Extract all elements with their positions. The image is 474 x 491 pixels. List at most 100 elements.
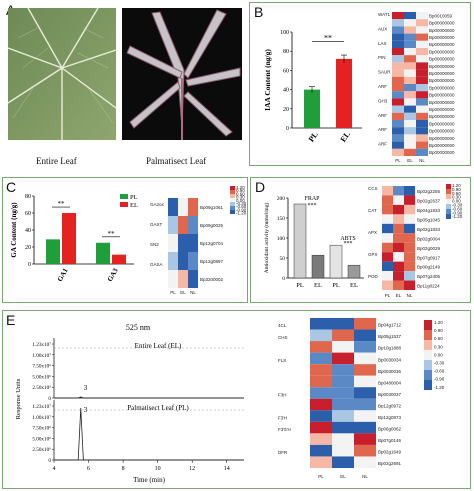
scale-label: 0.30 <box>236 195 245 200</box>
gene-family-label: GPX <box>368 252 378 257</box>
gene-id-label: Bp00000000 <box>429 114 455 119</box>
scale-label: -0.30 <box>434 361 445 366</box>
gene-id-label: Bp0030037 <box>378 392 402 397</box>
heatmap-cell <box>178 198 188 216</box>
heatmap-col-label: EL <box>396 293 402 298</box>
heatmap-cell <box>416 120 428 128</box>
heatmap-cell <box>392 76 404 84</box>
heatmap-cell <box>382 280 393 290</box>
y-tick-label: 100 <box>277 236 286 242</box>
heatmap-cell <box>392 48 404 56</box>
heatmap-cell <box>416 48 428 56</box>
gene-id-label: Bp07g0146 <box>378 438 402 443</box>
y-axis-label: GA Content (ng/g) <box>10 202 18 258</box>
gene-family-label: ARF <box>378 84 387 89</box>
heatmap-cell <box>404 261 415 272</box>
gene-family-label: POD <box>368 274 379 279</box>
significance-label: ** <box>324 34 332 43</box>
gene-id-label: Bp00000000 <box>429 57 455 62</box>
heatmap-col-label: PL <box>170 290 176 295</box>
gene-family-label: LAX <box>378 41 387 46</box>
heatmap-cell <box>393 261 404 272</box>
legend-label-pl: PL <box>130 194 138 201</box>
heatmap-cell <box>404 26 416 34</box>
gene-id-label: Bp00000000 <box>429 42 455 47</box>
heatmap-cell <box>393 214 404 224</box>
scale-swatch <box>230 210 235 214</box>
scale-swatch <box>424 380 432 390</box>
heatmap-cell <box>393 252 404 262</box>
heatmap-col-label: NL <box>419 158 425 163</box>
heatmap-cell <box>404 120 416 128</box>
gene-id-label: Bp12g0973 <box>378 415 402 420</box>
gene-id-label: Bp07g0917 <box>417 255 441 260</box>
gene-family-label: CAT <box>368 208 377 213</box>
gene-family-label: APX <box>368 230 377 235</box>
heatmap-cell <box>416 84 428 92</box>
antioxidant-bar-chart: 0 50 100 150 200 Antioxidant activity (mmol/m… <box>263 196 364 289</box>
scale-swatch <box>230 202 235 206</box>
heatmap-cell <box>393 233 404 243</box>
heatmap-cell <box>393 280 404 290</box>
heatmap-cell <box>416 69 428 77</box>
heatmap-cell <box>392 69 404 77</box>
heatmap-cell <box>382 186 393 196</box>
heatmap-cell <box>310 421 332 434</box>
heatmap-cell <box>354 352 376 365</box>
x-tick-label: 14 <box>224 466 230 472</box>
heatmap-cell <box>178 234 188 252</box>
y-tick-label: 7.50x10⁶ <box>32 364 51 370</box>
heatmap-cell <box>392 40 404 48</box>
gene-family-label: CCS <box>368 186 378 191</box>
scale-swatch <box>446 194 451 199</box>
gene-family-label: SAUR <box>378 70 391 75</box>
annotation-abts: ABTS <box>340 236 355 242</box>
heatmap-cell <box>310 410 332 422</box>
gene-id-label: Bp10g1888 <box>378 346 402 351</box>
palmatisect-leaf-caption: Palmatisect Leaf <box>146 156 207 166</box>
heatmap-col-label: NL <box>407 293 413 298</box>
heatmap-cell <box>332 456 354 468</box>
iaa-bar-chart: 0 20 40 60 80 100 IAA Content (ng/g) PL EL ** <box>263 30 362 144</box>
heatmap-cell <box>416 62 428 70</box>
auxin-gene-heatmap: WAT1 AUX LAX PIN SAUR ARF GH3 ARF ARF ARF Bp001005… <box>378 12 455 163</box>
heatmap-cell <box>404 105 416 113</box>
bar-el-ga3 <box>112 254 126 264</box>
gene-id-label: Bp02g1649 <box>378 450 402 455</box>
gene-id-label: Bp0030036 <box>378 369 402 374</box>
x-tick-label: GA3 <box>106 267 120 284</box>
heatmap-cell <box>404 40 416 48</box>
y-tick-label: 0 <box>282 276 285 282</box>
heatmap-cell <box>416 91 428 99</box>
heatmap-cell <box>404 48 416 56</box>
x-tick-label: 10 <box>155 466 161 472</box>
scale-label: -1.20 <box>452 214 463 219</box>
heatmap-cell <box>392 105 404 113</box>
scale-label: -0.30 <box>452 203 463 208</box>
y-tick-label: 1.00x10⁷ <box>32 415 51 421</box>
gene-id-label: Bp00000000 <box>429 28 455 33</box>
scale-swatch <box>446 214 451 219</box>
gene-id-label: Bp11g0224 <box>417 284 440 289</box>
heatmap-cell <box>404 98 416 106</box>
heatmap-cell <box>354 456 376 468</box>
peak-label: 3 <box>84 406 88 414</box>
scale-swatch <box>230 198 235 202</box>
heatmap-cell <box>332 421 354 434</box>
entire-leaf-caption: Entire Leaf <box>36 156 77 166</box>
y-axis-label: IAA Content (ng/g) <box>263 49 272 111</box>
entire-leaf-photo <box>8 8 116 140</box>
gene-id-label: Bp07g2405 <box>417 274 441 279</box>
heatmap-cell <box>416 12 428 20</box>
antioxidant-gene-heatmap: CCS CAT APX GPX POD Bp02g2255 Bp02g2637 Bp04g18… <box>368 183 463 298</box>
heatmap-cell <box>332 398 354 411</box>
gene-id-label: Bp00000000 <box>429 136 455 141</box>
scale-swatch <box>446 189 451 194</box>
scale-label: 0.60 <box>236 191 245 196</box>
gene-id-label: Bp05g1537 <box>378 334 402 339</box>
gene-id-label: Bp3200002 <box>200 277 224 282</box>
heatmap-cell <box>416 26 428 34</box>
heatmap-cell <box>416 127 428 135</box>
heatmap-cell <box>310 352 332 365</box>
